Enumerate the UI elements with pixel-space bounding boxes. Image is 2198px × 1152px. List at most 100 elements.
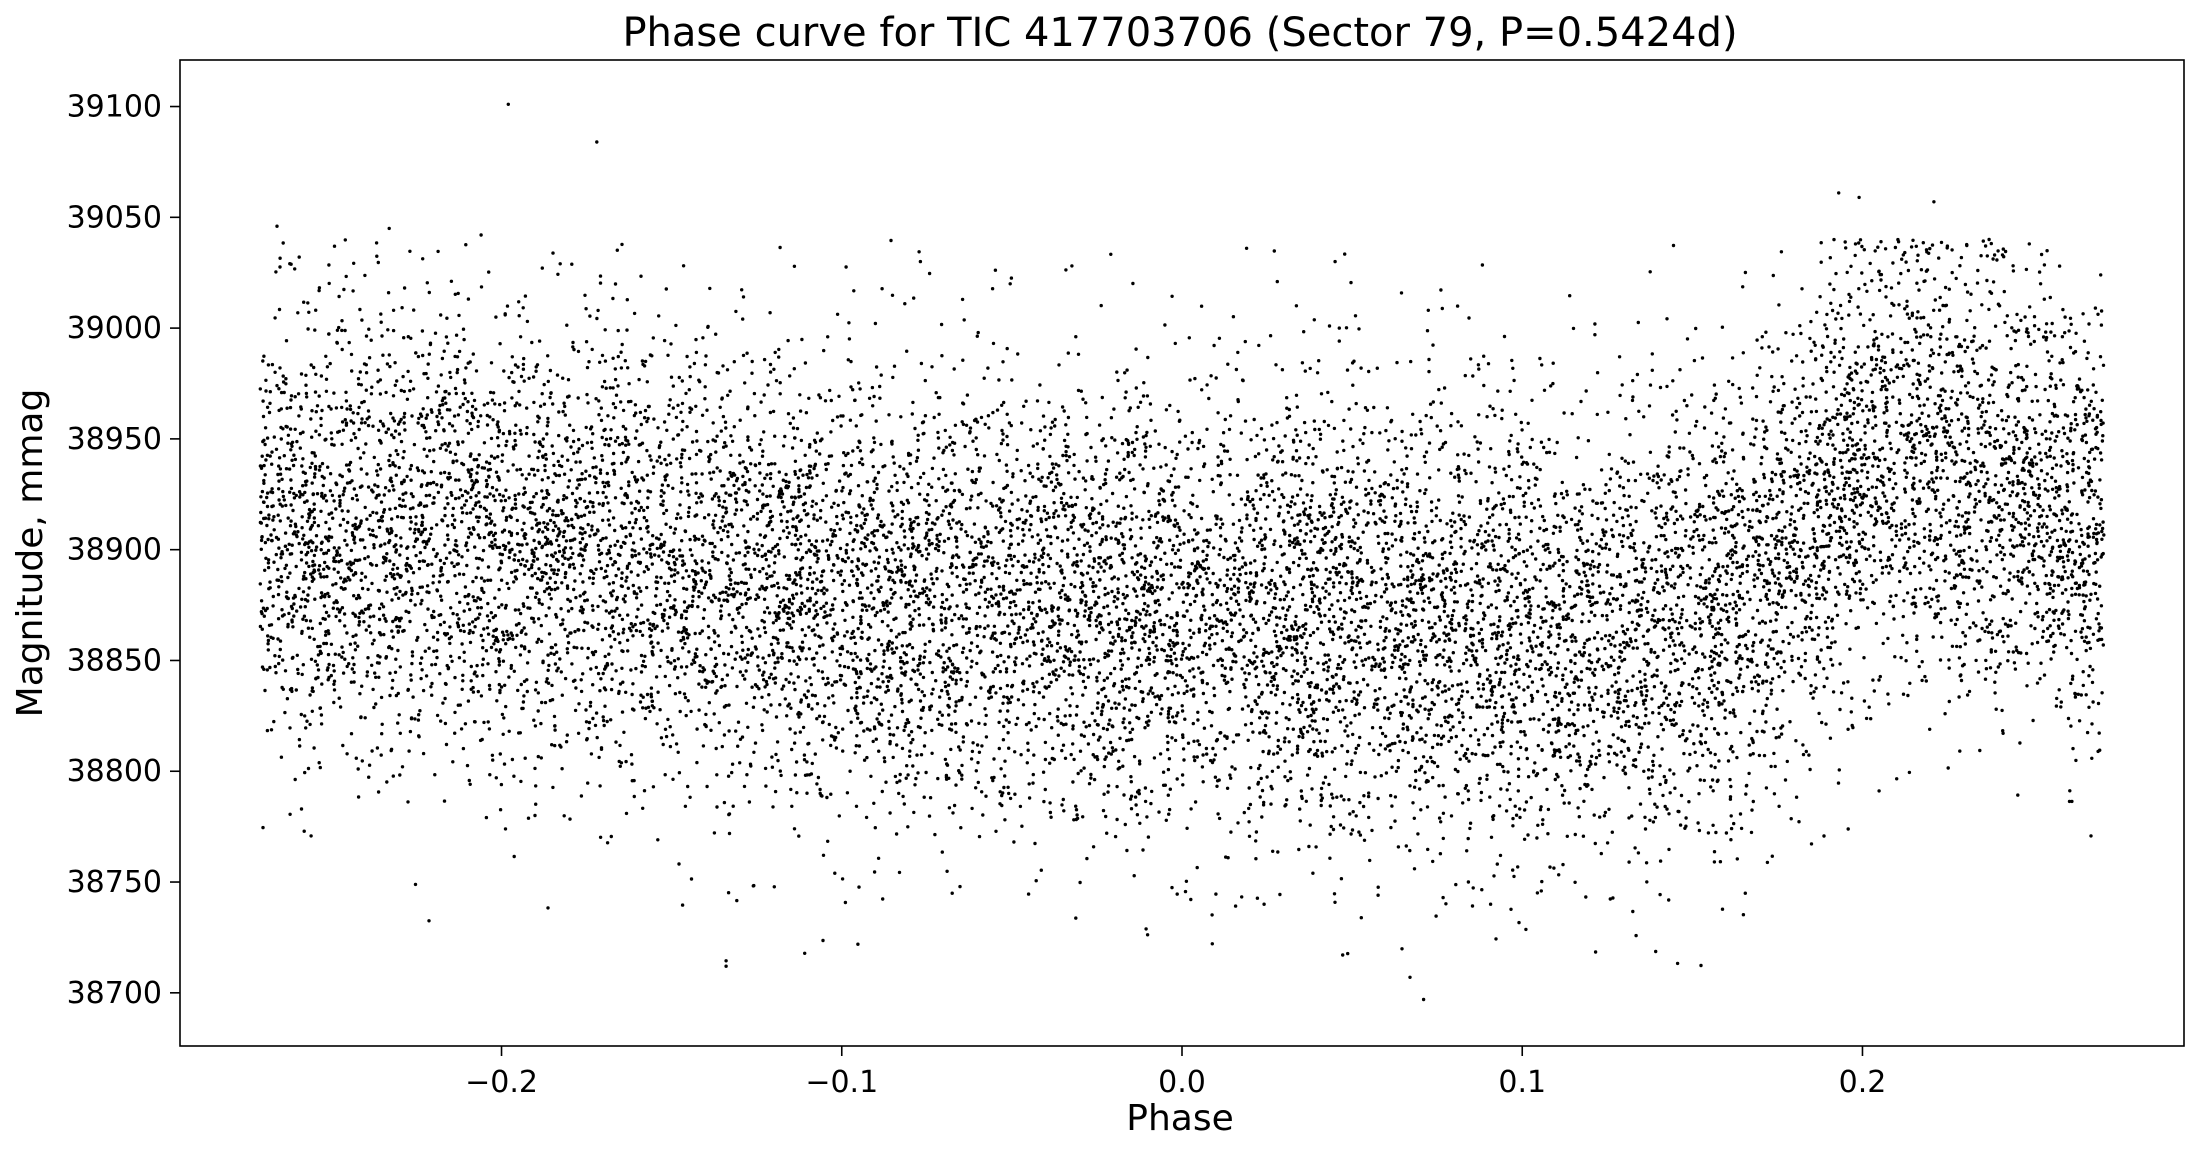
data-point (1085, 571, 1090, 575)
data-point (489, 436, 494, 441)
data-point (332, 601, 336, 605)
data-point (1818, 295, 1822, 299)
data-point (1418, 642, 1423, 647)
data-point (1862, 248, 1867, 252)
data-point (1965, 345, 1970, 349)
data-point (641, 806, 645, 810)
data-point (1509, 584, 1514, 589)
data-point (2009, 552, 2013, 556)
data-point (1262, 562, 1266, 566)
data-point (1634, 519, 1638, 524)
data-point (1057, 363, 1061, 367)
data-point (727, 831, 732, 836)
data-point (1889, 368, 1893, 372)
data-point (1334, 549, 1338, 553)
data-point (565, 647, 569, 651)
data-point (504, 515, 509, 520)
data-point (259, 610, 264, 614)
data-point (268, 390, 272, 394)
data-point (2023, 482, 2027, 486)
data-point (1947, 407, 1951, 411)
data-point (1965, 602, 1970, 606)
data-point (279, 575, 283, 579)
data-point (1729, 784, 1733, 789)
data-point (865, 727, 870, 731)
data-point (1500, 670, 1504, 675)
data-point (1952, 548, 1956, 552)
data-point (1066, 527, 1070, 532)
data-point (377, 525, 382, 529)
data-point (337, 546, 341, 550)
data-point (1917, 288, 1921, 292)
data-point (1258, 731, 1262, 735)
data-point (925, 557, 929, 561)
data-point (1353, 713, 1357, 718)
data-point (1088, 545, 1092, 549)
data-point (603, 688, 608, 692)
data-point (1638, 669, 1642, 674)
data-point (790, 495, 794, 499)
data-point (1591, 559, 1595, 563)
data-point (1225, 449, 1230, 453)
data-point (1066, 351, 1071, 355)
data-point (1965, 290, 1970, 294)
data-point (1461, 801, 1465, 805)
data-point (1281, 651, 1285, 655)
data-point (325, 564, 329, 569)
data-point (1760, 335, 1765, 339)
data-point (1453, 591, 1457, 595)
data-point (1443, 715, 1447, 720)
data-point (1824, 590, 1829, 594)
data-point (1873, 329, 1877, 334)
data-point (826, 839, 830, 843)
data-point (400, 765, 405, 769)
data-point (976, 493, 981, 497)
data-point (1927, 485, 1931, 490)
data-point (435, 523, 439, 527)
data-point (1968, 309, 1972, 313)
data-point (913, 426, 917, 431)
data-point (1531, 586, 1535, 590)
data-point (1411, 736, 1415, 741)
data-point (1438, 653, 1442, 657)
data-point (1457, 500, 1462, 504)
data-point (596, 604, 600, 609)
data-point (1667, 898, 1671, 902)
data-point (588, 510, 592, 514)
data-point (1076, 658, 1081, 662)
data-point (2084, 416, 2088, 420)
data-point (1300, 796, 1304, 801)
data-point (958, 884, 962, 889)
data-point (707, 701, 711, 705)
data-point (1312, 594, 1317, 598)
data-point (728, 578, 732, 582)
data-point (1674, 509, 1678, 513)
data-point (807, 445, 812, 449)
data-point (1808, 468, 1812, 473)
data-point (1488, 795, 1492, 799)
data-point (1517, 920, 1521, 925)
data-point (1342, 598, 1347, 603)
data-point (1307, 844, 1311, 849)
data-point (837, 479, 842, 483)
data-point (2001, 729, 2005, 733)
data-point (1030, 622, 1035, 627)
data-point (818, 787, 822, 792)
data-point (1443, 684, 1447, 688)
data-point (1131, 281, 1135, 286)
data-point (1318, 641, 1323, 645)
data-point (1401, 722, 1406, 726)
data-point (1085, 459, 1089, 463)
data-point (947, 511, 952, 516)
data-point (877, 712, 881, 716)
data-point (1606, 688, 1610, 692)
data-point (1775, 707, 1779, 711)
data-point (1781, 639, 1785, 644)
data-point (589, 667, 593, 671)
data-point (1481, 617, 1486, 621)
data-point (2065, 517, 2070, 521)
data-point (758, 634, 762, 638)
data-point (878, 685, 882, 689)
data-point (398, 625, 402, 629)
data-point (1516, 720, 1520, 724)
